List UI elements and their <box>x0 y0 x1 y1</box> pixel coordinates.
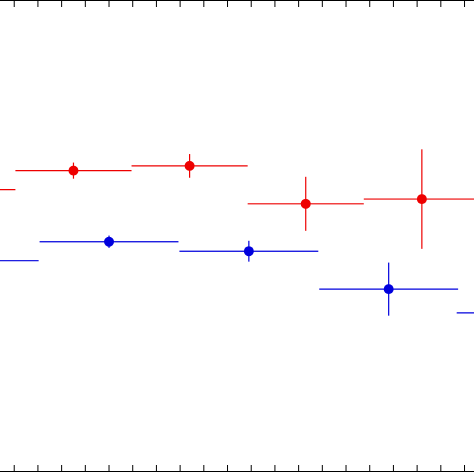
point <box>416 194 427 205</box>
point <box>104 236 115 247</box>
point <box>383 284 394 295</box>
point <box>300 198 311 209</box>
point <box>68 165 79 176</box>
point <box>184 160 195 171</box>
point <box>243 246 254 257</box>
